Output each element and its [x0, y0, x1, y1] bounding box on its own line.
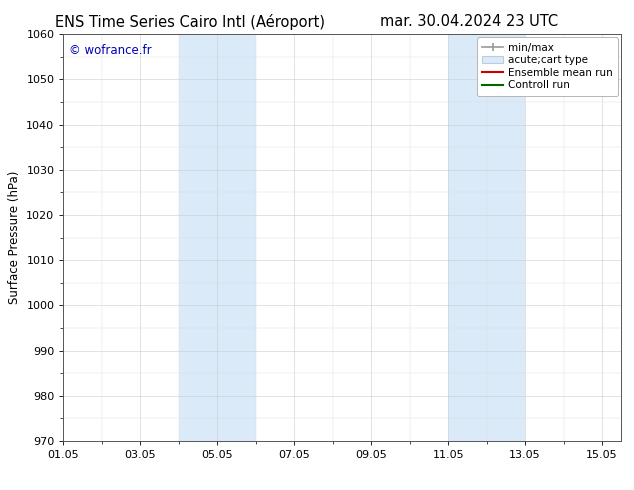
- Bar: [448, 34, 525, 441]
- Text: mar. 30.04.2024 23 UTC: mar. 30.04.2024 23 UTC: [380, 14, 558, 29]
- Text: © wofrance.fr: © wofrance.fr: [69, 45, 152, 57]
- Bar: [179, 34, 256, 441]
- Y-axis label: Surface Pressure (hPa): Surface Pressure (hPa): [8, 171, 21, 304]
- Text: ENS Time Series Cairo Intl (Aéroport): ENS Time Series Cairo Intl (Aéroport): [55, 14, 325, 30]
- Legend: min/max, acute;cart type, Ensemble mean run, Controll run: min/max, acute;cart type, Ensemble mean …: [477, 37, 618, 96]
